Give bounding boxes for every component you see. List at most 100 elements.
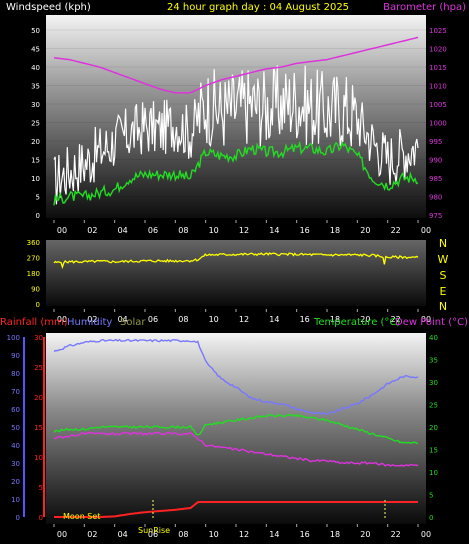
temperature-xtick-label: 18 — [330, 530, 340, 539]
barometer-ytick-label: 1025 — [429, 27, 447, 35]
wind-ytick-label: 0 — [36, 212, 40, 220]
barometer-ytick-label: 1015 — [429, 64, 447, 72]
barometer-ytick-label: 1005 — [429, 101, 447, 109]
humidity-ytick-label: 10 — [11, 496, 20, 504]
humidity-ytick-label: 80 — [11, 370, 20, 378]
temperature-xtick-label: 22 — [391, 530, 401, 539]
temperature-xtick-label: 12 — [239, 530, 249, 539]
direction-xtick-label: 12 — [239, 315, 249, 324]
wind-xtick-label: 00 — [421, 226, 431, 235]
wind-direction-series — [53, 252, 419, 270]
wind-ytick-label: 20 — [31, 138, 40, 146]
wind-xtick-label: 10 — [209, 226, 219, 235]
wind-ytick-label: 50 — [31, 27, 40, 35]
wind-xtick-label: 04 — [118, 226, 128, 235]
direction-ytick-label: 90 — [31, 286, 40, 294]
barometer-ytick-label: 995 — [429, 138, 442, 146]
humidity-ytick-label: 50 — [11, 424, 20, 432]
humidity-ytick-label: 90 — [11, 352, 20, 360]
temperature-xtick-label: 16 — [300, 530, 310, 539]
temperature-xtick-label: 00 — [57, 530, 67, 539]
legend-dewpoint: Dew Point (°C) — [395, 317, 468, 328]
compass-n-bottom: N — [439, 300, 447, 313]
wind-xtick-label: 18 — [330, 226, 340, 235]
direction-xtick-label: 18 — [330, 315, 340, 324]
compass-w: W — [438, 253, 449, 266]
wind-xtick-label: 08 — [178, 226, 188, 235]
temperature-ytick-label: 10 — [429, 469, 438, 477]
rainfall-ytick-label: 0 — [39, 514, 43, 522]
wind-ytick-label: 30 — [31, 101, 40, 109]
wind-xtick-label: 20 — [360, 226, 370, 235]
temperature-series — [53, 413, 419, 445]
direction-xtick-label: 20 — [360, 315, 370, 324]
direction-xtick-label: 06 — [148, 315, 158, 324]
wind-xtick-label: 00 — [57, 226, 67, 235]
rainfall-series — [54, 501, 418, 518]
humidity-ytick-label: 30 — [11, 460, 20, 468]
wind-ytick-label: 40 — [31, 64, 40, 72]
windspeed-label: Windspeed (kph) — [6, 2, 91, 13]
wind-ytick-label: 10 — [31, 175, 40, 183]
temperature-panel — [46, 333, 426, 524]
rainfall-ytick-label: 15 — [34, 424, 43, 432]
humidity-ytick-label: 0 — [16, 514, 20, 522]
humidity-ytick-label: 60 — [11, 406, 20, 414]
temperature-xtick-label: 20 — [360, 530, 370, 539]
temperature-ytick-label: 0 — [429, 514, 433, 522]
temperature-ytick-label: 40 — [429, 334, 438, 342]
direction-ytick-label: 0 — [36, 301, 40, 309]
temperature-xtick-label: 02 — [87, 530, 97, 539]
temperature-ytick-label: 15 — [429, 447, 438, 455]
direction-xtick-label: 00 — [57, 315, 67, 324]
temperature-xtick-label: 10 — [209, 530, 219, 539]
wind-xtick-label: 14 — [269, 226, 279, 235]
rainfall-ytick-label: 25 — [34, 364, 43, 372]
direction-chart: 0 90 180 270 360 00 02 04 06 08 10 12 14 16 18 20 22 00 — [27, 239, 431, 324]
windspeed-series — [53, 65, 419, 205]
barometer-series — [53, 36, 419, 94]
wind-ytick-label: 5 — [36, 194, 40, 202]
rainfall-ytick-label: 30 — [34, 334, 43, 342]
barometer-ytick-label: 1010 — [429, 83, 447, 91]
humidity-ytick-label: 20 — [11, 478, 20, 486]
rainfall-ytick-label: 20 — [34, 394, 43, 402]
wind-chart: 0510152025303540455097598098599099510001… — [31, 27, 447, 235]
rainfall-ytick-label: 10 — [34, 454, 43, 462]
legend-humidity: Humidity — [67, 317, 112, 328]
humidity-ytick-label: 40 — [11, 442, 20, 450]
temperature-xtick-label: 14 — [269, 530, 279, 539]
compass-s: S — [440, 269, 447, 282]
compass-e: E — [440, 285, 447, 298]
barometer-ytick-label: 1020 — [429, 46, 447, 54]
wind-xtick-label: 06 — [148, 226, 158, 235]
temperature-xtick-label: 00 — [421, 530, 431, 539]
temperature-xtick-label: 06 — [148, 530, 158, 539]
temperature-ytick-label: 30 — [429, 379, 438, 387]
moon-set-label: Moon Set — [63, 512, 100, 521]
temperature-ytick-label: 35 — [429, 357, 438, 365]
barometer-ytick-label: 980 — [429, 194, 442, 202]
sunrise-label: SunRise — [138, 526, 170, 535]
direction-ytick-label: 360 — [27, 239, 40, 247]
legend-rainfall: Rainfall (mm) — [0, 317, 68, 328]
compass-n-top: N — [439, 237, 447, 250]
wind-ytick-label: 35 — [31, 83, 40, 91]
rainfall-ytick-label: 5 — [39, 484, 43, 492]
wind-ytick-label: 45 — [31, 46, 40, 54]
temperature-chart: 0102030405060708090100051015202530051015… — [7, 334, 438, 539]
legend-temperature: Temperature (°C) — [313, 317, 400, 328]
direction-ytick-label: 270 — [27, 255, 40, 263]
wind-xtick-label: 02 — [87, 226, 97, 235]
compass-labels: N W S E N — [438, 237, 449, 313]
average-wind-series — [53, 140, 419, 206]
temperature-ytick-label: 20 — [429, 424, 438, 432]
barometer-ytick-label: 990 — [429, 157, 442, 165]
barometer-ytick-label: 985 — [429, 175, 442, 183]
wind-xtick-label: 22 — [391, 226, 401, 235]
temperature-ytick-label: 5 — [429, 492, 433, 500]
direction-xtick-label: 02 — [87, 315, 97, 324]
temperature-xtick-label: 04 — [118, 530, 128, 539]
